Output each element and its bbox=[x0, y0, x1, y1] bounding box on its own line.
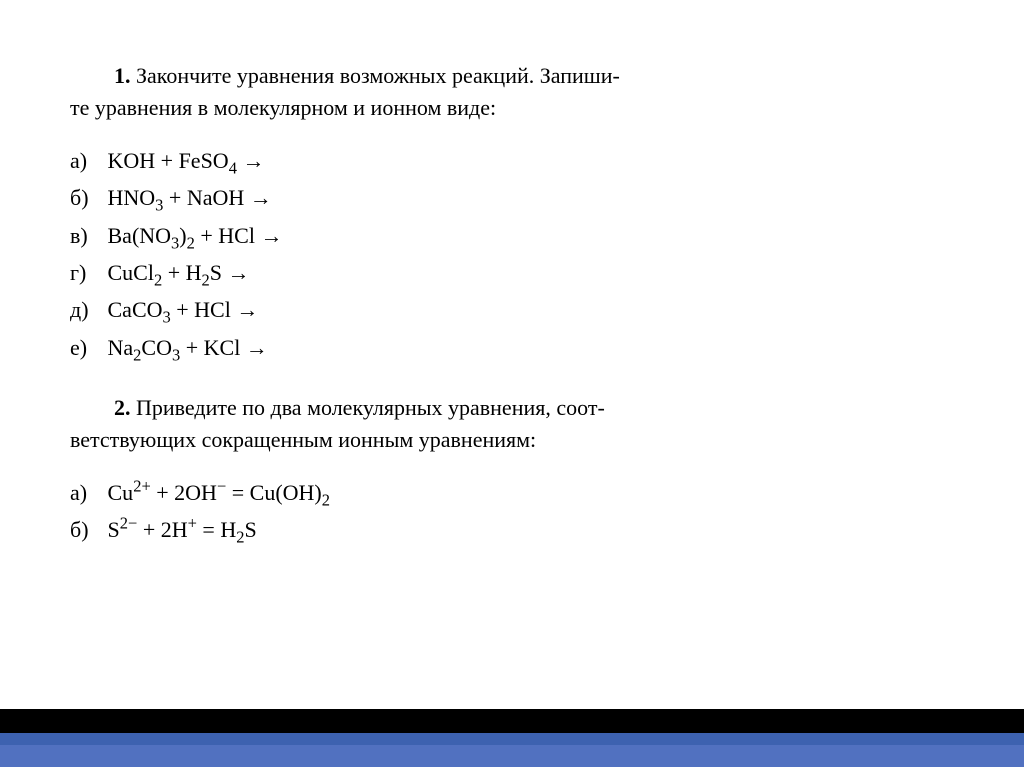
equation-label: е) bbox=[70, 329, 102, 366]
band-stripe bbox=[0, 709, 1024, 733]
equation-line: а) KOH + FeSO4 → bbox=[70, 142, 954, 179]
q2-line1: 2. Приведите по два молекулярных уравнен… bbox=[70, 392, 954, 424]
equation-formula: Cu2+ + 2OH− = Cu(OH)2 bbox=[108, 480, 331, 505]
band-stripe bbox=[0, 733, 1024, 745]
equation-line: а) Cu2+ + 2OH− = Cu(OH)2 bbox=[70, 474, 954, 511]
question-1-prompt: 1. Закончите уравнения возможных реакций… bbox=[70, 60, 954, 124]
equation-line: е) Na2CO3 + KCl → bbox=[70, 329, 954, 366]
equation-formula: KOH + FeSO4 → bbox=[108, 148, 265, 173]
equation-formula: HNO3 + NaOH → bbox=[108, 185, 272, 210]
q1-line1: 1. Закончите уравнения возможных реакций… bbox=[70, 60, 954, 92]
equation-label: б) bbox=[70, 179, 102, 216]
equation-formula: S2− + 2H+ = H2S bbox=[108, 517, 257, 542]
equation-label: г) bbox=[70, 254, 102, 291]
q2-equation-list: а) Cu2+ + 2OH− = Cu(OH)2б) S2− + 2H+ = H… bbox=[70, 474, 954, 549]
q1-number: 1. bbox=[114, 63, 131, 88]
q1-text-part1: Закончите уравнения возможных реакций. З… bbox=[136, 63, 613, 88]
bottom-decorative-band bbox=[0, 709, 1024, 767]
equation-line: б) HNO3 + NaOH → bbox=[70, 179, 954, 216]
q2-number: 2. bbox=[114, 395, 131, 420]
equation-label: а) bbox=[70, 142, 102, 179]
equation-line: г) CuCl2 + H2S → bbox=[70, 254, 954, 291]
equation-line: в) Ba(NO3)2 + HCl → bbox=[70, 217, 954, 254]
page: 1. Закончите уравнения возможных реакций… bbox=[0, 0, 1024, 767]
q2-line2: ветствующих сокращенным ионным уравнения… bbox=[70, 424, 954, 456]
q2-text-part1: Приведите по два молекулярных уравнения,… bbox=[136, 395, 597, 420]
band-stripe bbox=[0, 745, 1024, 767]
equation-line: д) CaCO3 + HCl → bbox=[70, 291, 954, 328]
equation-label: а) bbox=[70, 474, 102, 511]
equation-label: в) bbox=[70, 217, 102, 254]
equation-line: б) S2− + 2H+ = H2S bbox=[70, 511, 954, 548]
question-2-prompt: 2. Приведите по два молекулярных уравнен… bbox=[70, 392, 954, 456]
equation-formula: CaCO3 + HCl → bbox=[108, 297, 259, 322]
equation-label: д) bbox=[70, 291, 102, 328]
equation-formula: Na2CO3 + KCl → bbox=[108, 335, 268, 360]
equation-formula: CuCl2 + H2S → bbox=[108, 260, 250, 285]
q1-equation-list: а) KOH + FeSO4 →б) HNO3 + NaOH →в) Ba(NO… bbox=[70, 142, 954, 366]
equation-label: б) bbox=[70, 511, 102, 548]
q1-line2: те уравнения в молекулярном и ионном вид… bbox=[70, 92, 954, 124]
equation-formula: Ba(NO3)2 + HCl → bbox=[108, 223, 283, 248]
